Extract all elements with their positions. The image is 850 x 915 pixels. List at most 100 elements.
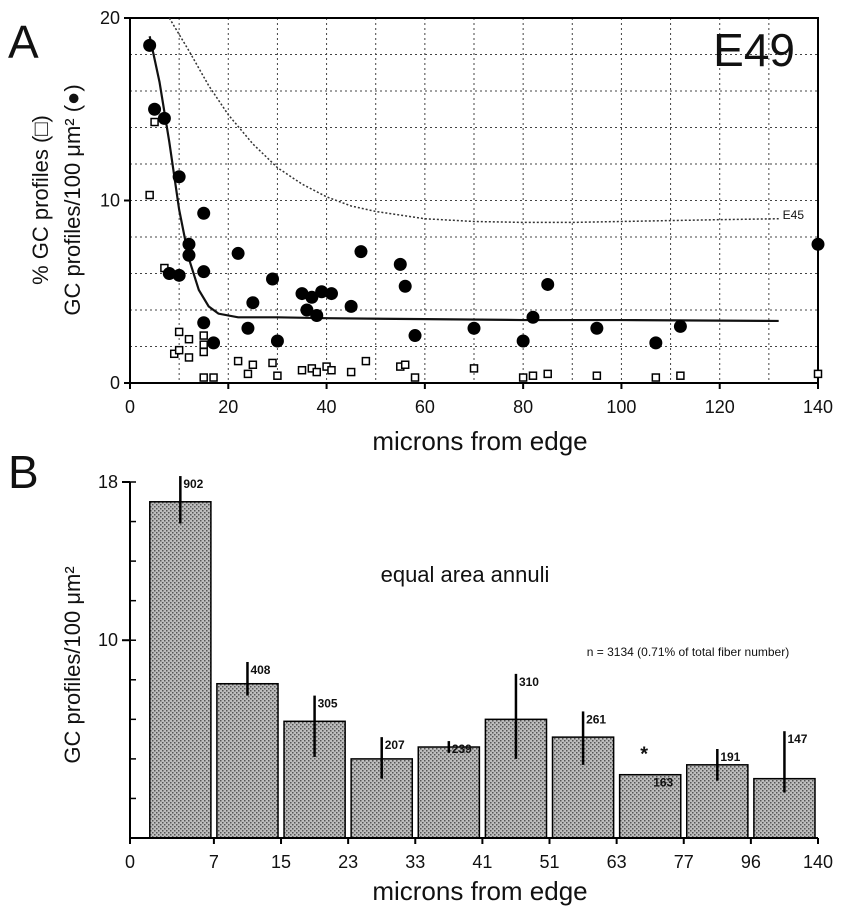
panel-b-count-label: 163 — [653, 776, 673, 790]
panel-a-circle-point — [172, 268, 186, 282]
panel-a-circle-point — [393, 257, 407, 271]
panel-b-x-tick-label: 7 — [209, 852, 219, 872]
panel-b-y-tick-label: 18 — [98, 472, 118, 492]
panel-a-y-axis-label-2: GC profiles/100 μm² (●) — [60, 84, 85, 315]
panel-a-x-axis-label: microns from edge — [372, 426, 587, 456]
panel-a-square-point — [199, 331, 208, 340]
panel-b-x-ticks: 0 7 15 23 33 41 51 63 77 96 140 — [125, 838, 833, 872]
panel-a-square-point — [312, 367, 321, 377]
panel-b-x-tick-label: 23 — [338, 852, 358, 872]
panel-b-x-axis-label: microns from edge — [372, 876, 587, 906]
panel-a-square-point — [248, 360, 258, 369]
panel-a-circle-point — [246, 296, 260, 310]
panel-a-circle-point — [310, 308, 324, 322]
panel-a-x-tick-label: 20 — [218, 397, 238, 417]
panel-a-circle-point — [305, 290, 319, 304]
panel-a-square-point — [518, 373, 528, 382]
panel-a-e45-label: E45 — [783, 208, 805, 222]
panel-b-count-label: 239 — [452, 742, 472, 756]
panel-a-square-point — [174, 345, 184, 355]
panel-a-x-tick-label: 40 — [317, 397, 337, 417]
panel-a-square-point — [209, 373, 218, 382]
panel-a-circle-point — [172, 170, 186, 184]
panel-a-square-point — [361, 356, 371, 366]
panel-a-circle-point — [197, 316, 211, 330]
panel-a-circle-point — [467, 321, 481, 335]
panel-a-y-ticks: 0 10 20 — [100, 8, 130, 393]
panel-a-circle-point — [207, 336, 221, 350]
panel-a-grid — [130, 18, 818, 383]
panel-a-square-point — [543, 369, 552, 379]
panel-b-y-axis-label: GC profiles/100 μm² — [60, 566, 85, 763]
panel-a-circle-point — [649, 336, 663, 350]
panel-a-series: E45 — [143, 17, 825, 382]
panel-a-y-axis-label-1: % GC profiles (□) — [28, 115, 53, 285]
panel-a-square-point — [346, 367, 356, 377]
panel-b-x-tick-label: 96 — [741, 852, 761, 872]
panel-a-circle-point — [344, 299, 358, 313]
panel-a-circle-point — [590, 321, 604, 335]
panel-a-x-tick-label: 140 — [803, 397, 833, 417]
panel-b-count-label: 305 — [318, 697, 338, 711]
panel-a-circle-point — [182, 237, 196, 251]
panel-b-annotation: equal area annuli — [381, 562, 550, 587]
panel-a-circle-point — [516, 334, 530, 348]
panel-a-circle-point — [324, 287, 338, 301]
panel-a-circle-point — [526, 310, 540, 324]
panel-a-annotation: E49 — [713, 24, 795, 76]
panel-b-count-label: 408 — [250, 663, 270, 677]
panel-a-square-point — [150, 117, 159, 127]
panel-b-x-tick-label: 41 — [472, 852, 492, 872]
panel-a-y-tick-label: 10 — [100, 191, 120, 211]
panel-b-significance-star: * — [640, 744, 648, 766]
panel-a-square-point — [199, 340, 208, 349]
panel-b-count-label: 191 — [720, 750, 740, 764]
panel-b-count-label: 207 — [385, 738, 405, 752]
panel-a-circle-point — [541, 277, 555, 291]
panel-a-circle-point — [197, 206, 211, 220]
panel-a-e45-curve — [168, 17, 779, 224]
panel-a-x-tick-label: 120 — [705, 397, 735, 417]
panel-b-x-tick-label: 15 — [271, 852, 291, 872]
panel-b-bar — [618, 773, 682, 839]
panel-a-circle-point — [270, 334, 284, 348]
panel-a-circle-point — [398, 279, 412, 293]
panel-b: B 902 408 305 207 239 310 261 163 * 191 147 10 18 0… — [8, 446, 833, 906]
panel-a-circle-point — [408, 329, 422, 343]
panel-b-x-tick-label: 140 — [803, 852, 833, 872]
panel-b-count-label: 147 — [787, 732, 807, 746]
panel-b-y-ticks: 10 18 — [98, 472, 136, 800]
panel-a-square-point — [145, 190, 154, 200]
panel-b-x-tick-label: 51 — [539, 852, 559, 872]
panel-a-square-point — [199, 347, 208, 357]
panel-a-circle-point — [811, 237, 825, 251]
panel-a-x-tick-label: 80 — [513, 397, 533, 417]
panel-b-bars: 902 408 305 207 239 310 261 163 * 191 147 — [149, 476, 816, 839]
panel-b-x-tick-label: 77 — [674, 852, 694, 872]
panel-a-circle-point — [148, 102, 162, 116]
panel-b-count-label: 310 — [519, 675, 539, 689]
panel-b-x-tick-label: 33 — [405, 852, 425, 872]
panel-a-x-ticks: 0 20 40 60 80 100 120 140 — [125, 383, 833, 417]
panel-a-x-tick-label: 0 — [125, 397, 135, 417]
panel-a-square-point — [273, 371, 282, 380]
panel-a-square-point — [174, 327, 184, 337]
panel-a-circle-point — [673, 319, 687, 333]
panel-b-count-label: 261 — [586, 712, 606, 726]
panel-a-square-point — [184, 353, 194, 362]
panel-a-circle-point — [315, 285, 329, 299]
panel-a-circle-point — [354, 245, 368, 259]
panel-a-circle-point — [266, 272, 280, 286]
panel-a-circle-point — [162, 267, 176, 280]
panel-b-bar — [216, 682, 279, 839]
panel-a-y-tick-label: 0 — [110, 373, 120, 393]
panel-a-square-point — [469, 364, 479, 373]
panel-a-square-point — [676, 371, 685, 380]
panel-a-square-point — [268, 358, 277, 368]
panel-a-circle-point — [241, 321, 255, 335]
panel-a-square-point — [592, 371, 602, 380]
panel-a-circle-point — [197, 265, 211, 279]
panel-a-x-tick-label: 60 — [415, 397, 435, 417]
panel-a-square-point — [410, 373, 420, 382]
